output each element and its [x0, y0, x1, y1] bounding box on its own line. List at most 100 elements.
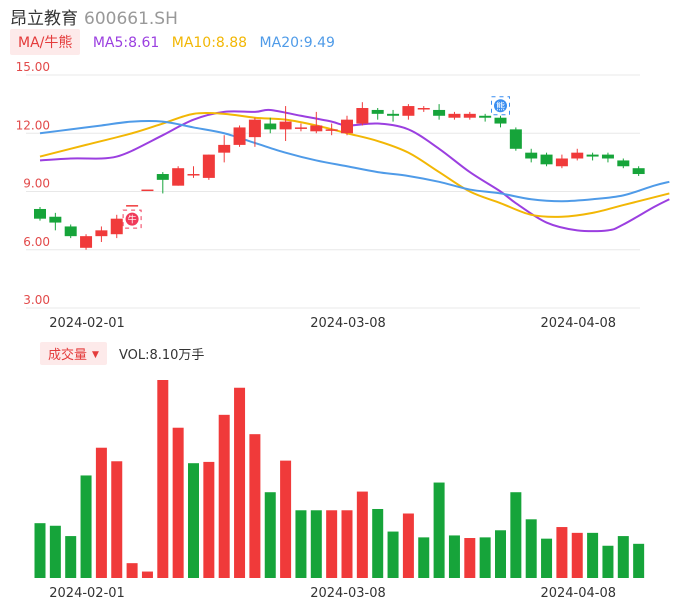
- candle-body: [356, 108, 369, 124]
- volume-bar: [372, 508, 384, 578]
- candle-body: [571, 152, 584, 159]
- candle-body: [141, 189, 154, 192]
- candle-body: [586, 154, 599, 157]
- candle: [233, 125, 246, 147]
- volume-bar: [433, 482, 445, 578]
- candle-body: [80, 236, 93, 248]
- volume-bar: [65, 536, 77, 578]
- volume-bar: [633, 543, 645, 578]
- marker-glyph: 牛: [128, 214, 137, 226]
- candle: [264, 117, 277, 134]
- candle-body: [156, 174, 169, 180]
- candle: [448, 111, 461, 120]
- candle-body: [463, 113, 476, 118]
- candle: [49, 212, 62, 231]
- indicator-toggle-button[interactable]: MA/牛熊: [10, 29, 81, 55]
- volume-label: VOL:: [118, 348, 150, 363]
- volume-bar: [80, 475, 92, 578]
- candle-body: [417, 108, 430, 110]
- volume-bar: [34, 523, 46, 578]
- candle: [141, 189, 154, 192]
- candle: [172, 166, 185, 186]
- volume-x-axis: 2024-02-01 2024-03-08 2024-04-08: [49, 586, 616, 601]
- candle: [294, 123, 307, 132]
- candle-body: [402, 106, 415, 116]
- y-tick-label: 9.00: [23, 177, 50, 191]
- volume-bar: [387, 531, 399, 578]
- candle-body: [617, 160, 630, 167]
- volume-bar: [341, 510, 353, 578]
- candle: [433, 104, 446, 120]
- volume-bar: [402, 513, 414, 578]
- volume-bar: [510, 492, 522, 578]
- candle: [586, 152, 599, 161]
- price-x-axis: 2024-02-01 2024-03-08 2024-04-08: [49, 316, 616, 331]
- candle: [202, 154, 215, 180]
- y-tick-label: 3.00: [23, 293, 50, 307]
- volume-bar: [525, 519, 537, 578]
- candle-body: [218, 144, 231, 153]
- volume-x-tick-label: 2024-03-08: [310, 586, 386, 601]
- price-y-axis: 15.00 12.00 9.00 6.00 3.00: [16, 60, 50, 307]
- candle-body: [110, 218, 123, 235]
- ma20-label: MA20:9.49: [259, 35, 335, 51]
- candle-body: [601, 154, 614, 159]
- volume-readout: VOL:8.10万手: [119, 344, 204, 363]
- volume-bar: [356, 491, 368, 578]
- volume-bar: [188, 463, 199, 578]
- volume-indicator-button[interactable]: 成交量 ▼: [40, 342, 107, 365]
- candle-body: [264, 123, 277, 130]
- markers: 牛熊: [122, 96, 510, 229]
- volume-bar: [111, 461, 123, 578]
- candle-body: [310, 125, 323, 132]
- candle: [80, 234, 93, 250]
- candle-body: [294, 127, 307, 129]
- stock-code: 600661.SH: [84, 9, 178, 29]
- volume-bar: [448, 535, 460, 578]
- volume-bar: [141, 571, 153, 578]
- candle: [110, 214, 123, 239]
- bull-marker-icon[interactable]: 牛: [122, 209, 142, 229]
- candle: [632, 166, 645, 176]
- candle: [371, 108, 384, 120]
- bear-marker-icon[interactable]: 熊: [491, 96, 510, 116]
- candle: [555, 154, 568, 169]
- volume-bar: [295, 510, 307, 578]
- volume-bar: [541, 538, 553, 578]
- ma10-line: [39, 111, 670, 218]
- candle: [525, 148, 538, 163]
- candle-body: [248, 119, 261, 138]
- candle: [479, 113, 492, 122]
- candle: [325, 123, 338, 136]
- x-tick-label: 2024-02-01: [49, 316, 125, 331]
- candle: [64, 224, 77, 239]
- price-grid: [26, 74, 640, 309]
- volume-x-tick-label: 2024-02-01: [49, 586, 125, 601]
- candle-body: [632, 168, 645, 175]
- volume-bar: [157, 380, 169, 578]
- volume-bar: [310, 510, 322, 578]
- candle-body: [126, 205, 139, 207]
- candle: [601, 152, 614, 163]
- candle-body: [172, 168, 185, 186]
- volume-bar: [249, 434, 261, 578]
- candle-body: [371, 109, 384, 114]
- candle-body: [433, 109, 446, 116]
- x-tick-label: 2024-03-08: [310, 316, 386, 331]
- y-tick-label: 6.00: [23, 235, 50, 249]
- candle-body: [555, 158, 568, 167]
- x-tick-label: 2024-04-08: [540, 316, 616, 331]
- candle: [95, 226, 108, 242]
- candle: [218, 135, 231, 163]
- indicator-row: MA/牛熊 MA5:8.61 MA10:8.88 MA20:9.49: [10, 29, 335, 55]
- candles: [34, 102, 645, 250]
- candle: [187, 166, 200, 178]
- candle: [540, 152, 553, 167]
- candle: [126, 205, 139, 207]
- candle: [417, 106, 430, 112]
- candle: [402, 104, 415, 120]
- volume-x-tick-label: 2024-04-08: [540, 586, 616, 601]
- stock-header: 昂立教育 600661.SH: [10, 4, 178, 29]
- candle-body: [64, 226, 77, 237]
- candle-body: [187, 174, 200, 176]
